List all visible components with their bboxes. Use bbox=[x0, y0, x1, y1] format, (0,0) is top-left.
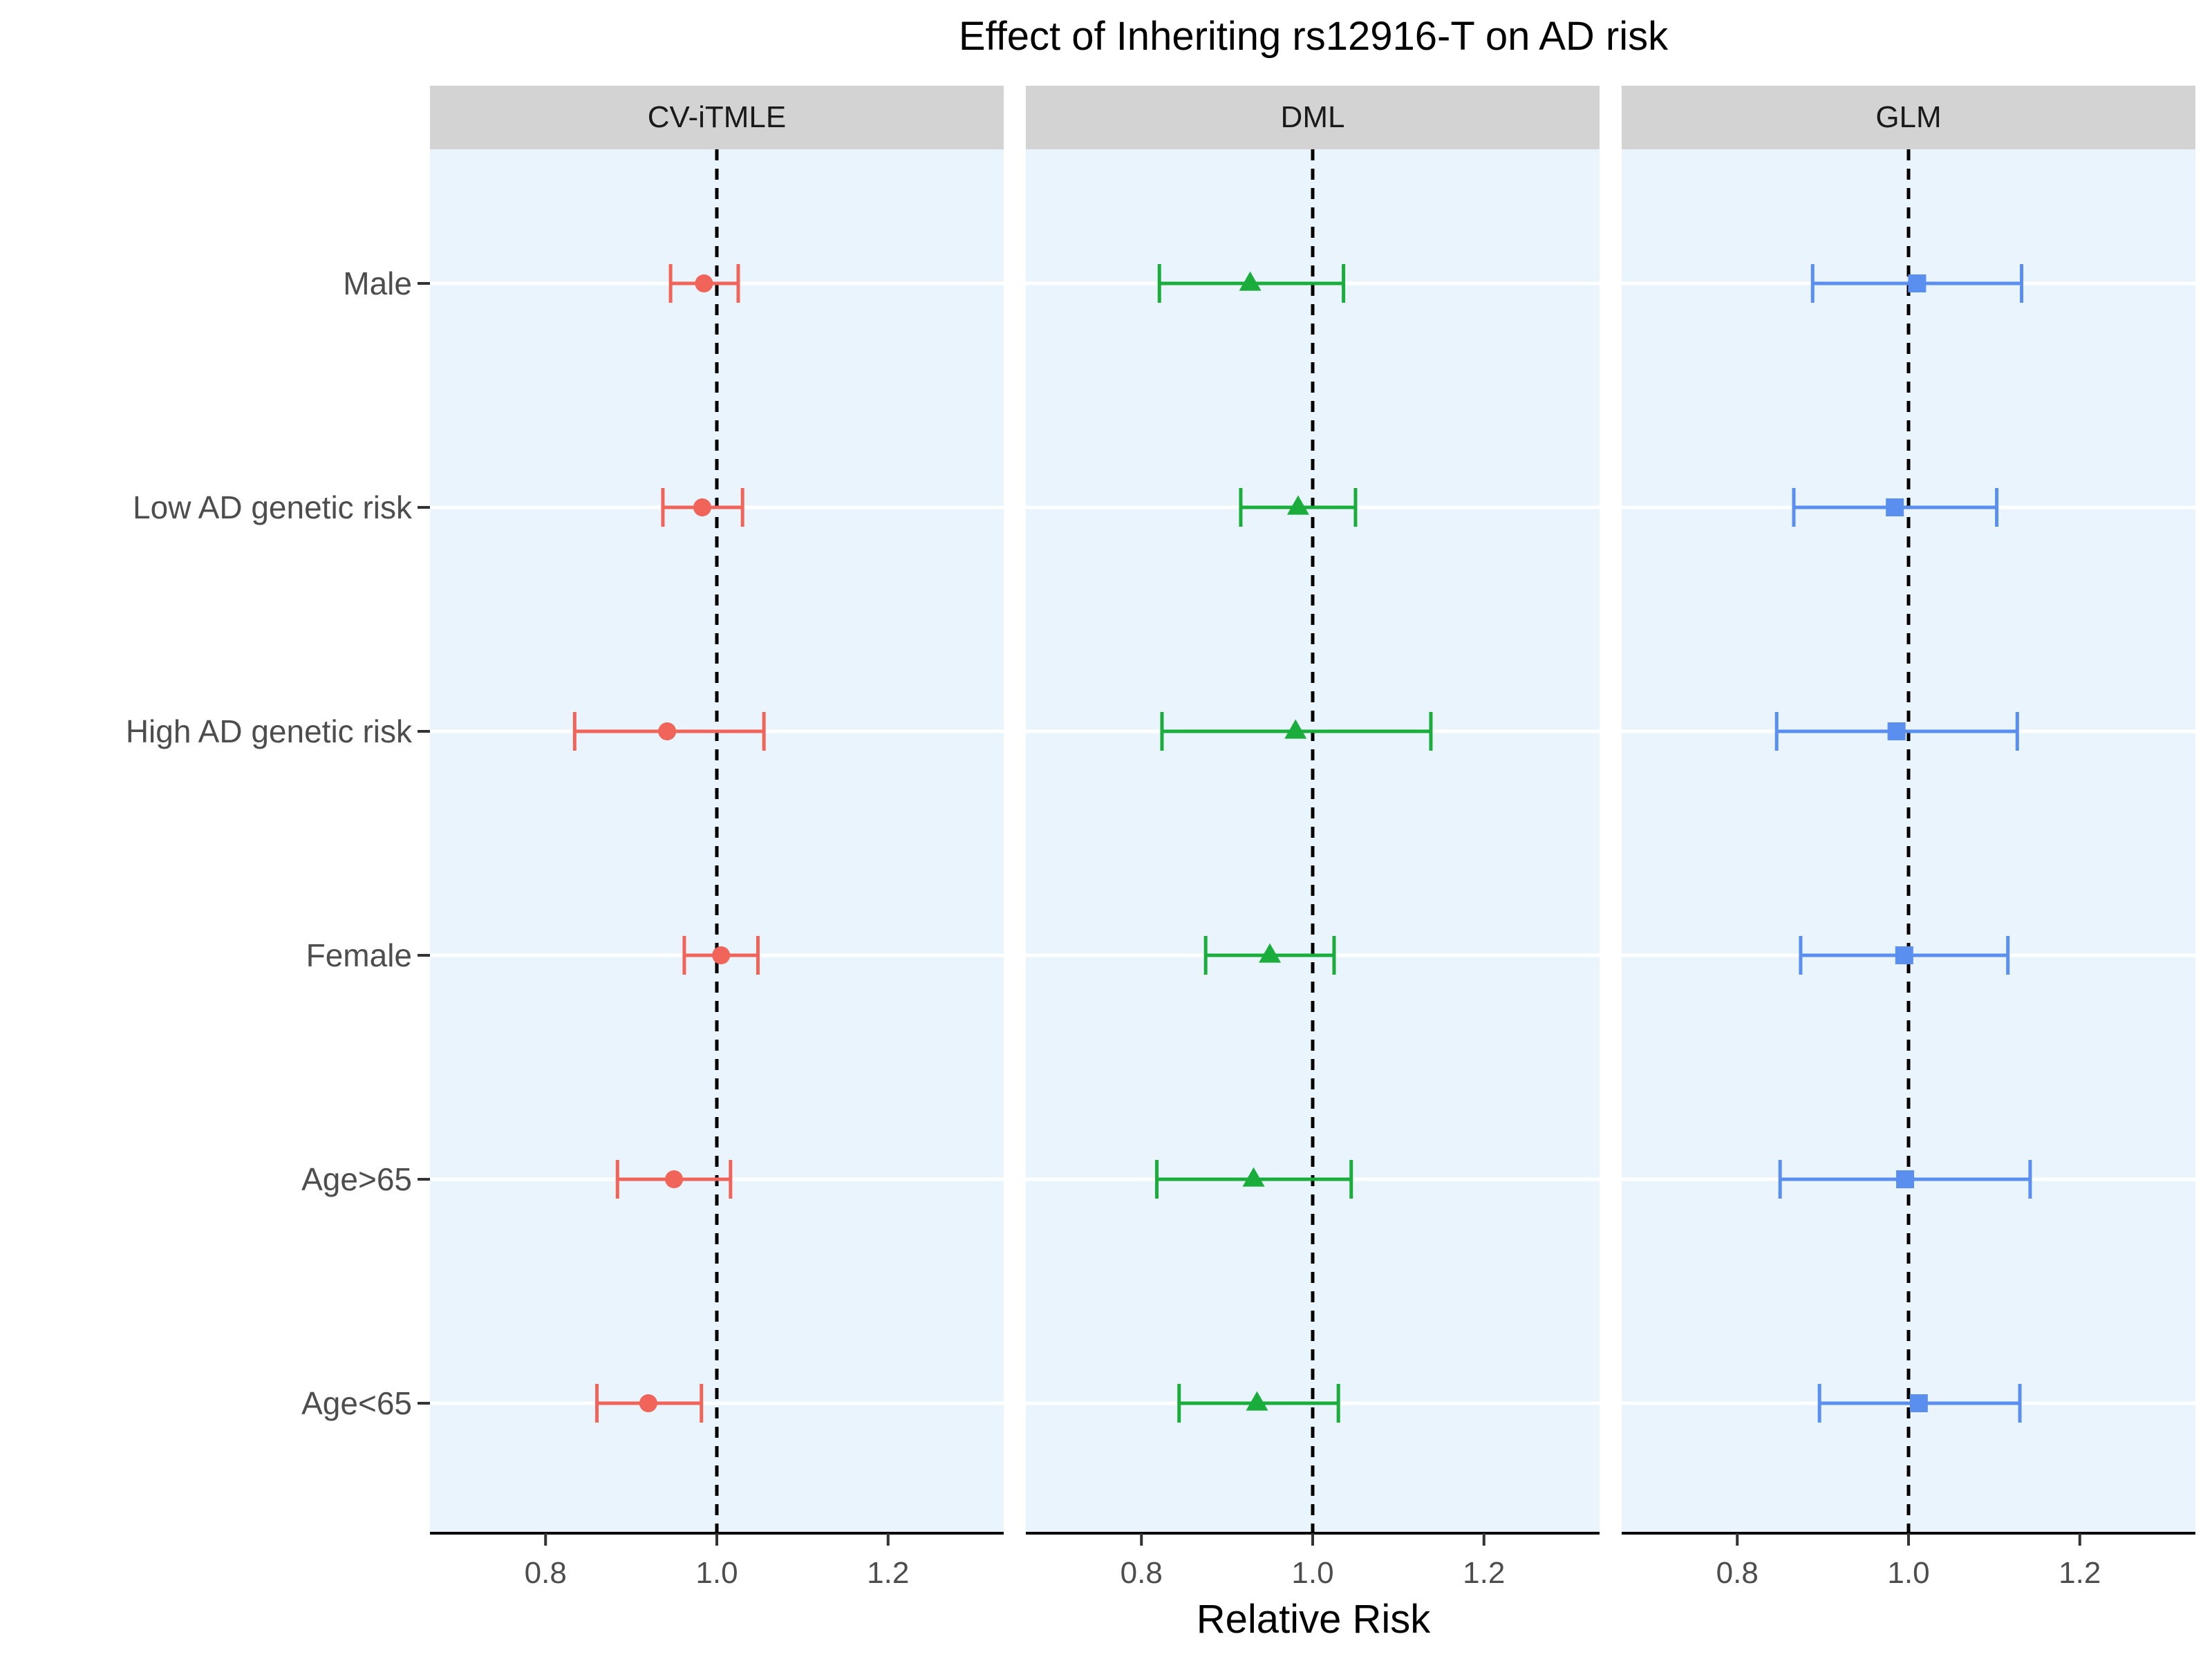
errorbar-cv-itmle-female bbox=[682, 936, 760, 975]
facet-panels: CV-iTMLE 0.8 1.0 1.2 DML 0.8 1.0 1.2 GLM 0.8 1.0 1.… bbox=[430, 86, 2195, 1590]
errorbar-dml-female bbox=[1203, 936, 1336, 975]
panel-dml: DML 0.8 1.0 1.2 bbox=[1026, 86, 1600, 1590]
point-estimate-marker bbox=[1909, 1394, 1928, 1412]
point-estimate-marker bbox=[1286, 495, 1309, 515]
errorbar-cv-itmle-high-ad-genetic-risk bbox=[572, 712, 766, 751]
panel-cv-itmle: CV-iTMLE 0.8 1.0 1.2 bbox=[430, 86, 1004, 1590]
errorbar-cv-itmle-male bbox=[668, 264, 740, 303]
point-estimate-marker bbox=[665, 1170, 684, 1188]
point-estimate-marker bbox=[693, 498, 711, 516]
point-estimate-marker bbox=[639, 1394, 657, 1412]
x-tick-label: 1.0 bbox=[695, 1556, 738, 1590]
x-axis-title: Relative Risk bbox=[1197, 1597, 1431, 1642]
strip-background bbox=[430, 86, 1004, 149]
panel-background bbox=[1026, 149, 1600, 1532]
x-tick-label: 0.8 bbox=[1121, 1556, 1163, 1590]
strip-label-glm: GLM bbox=[1875, 100, 1941, 134]
y-axis: Male Low AD genetic risk High AD genetic r… bbox=[126, 265, 430, 1421]
point-estimate-marker bbox=[1886, 498, 1904, 516]
x-tick-label: 1.0 bbox=[1291, 1556, 1333, 1590]
point-estimate-marker bbox=[695, 274, 713, 292]
chart-title: Effect of Inheriting rs12916-T on AD ris… bbox=[959, 14, 1669, 59]
errorbar-cv-itmle-low-ad-genetic-risk bbox=[661, 488, 744, 527]
errorbar-glm-high-ad-genetic-risk bbox=[1774, 712, 2019, 751]
x-tick-label: 0.8 bbox=[525, 1556, 567, 1590]
errorbar-dml-low-ad-genetic-risk bbox=[1239, 488, 1358, 527]
strip-background bbox=[1026, 86, 1600, 149]
x-tick-label: 1.2 bbox=[1463, 1556, 1505, 1590]
point-estimate-marker bbox=[1896, 1170, 1915, 1188]
panel-background bbox=[1622, 149, 2195, 1532]
strip-label-dml: DML bbox=[1281, 100, 1345, 134]
point-estimate-marker bbox=[1895, 946, 1913, 964]
errorbar-glm-male bbox=[1810, 264, 2024, 303]
errorbar-dml-age-lt-65 bbox=[1177, 1384, 1340, 1423]
strip-background bbox=[1622, 86, 2195, 149]
y-tick-label-age-lt-65: Age<65 bbox=[301, 1385, 412, 1421]
point-estimate-marker bbox=[1242, 1167, 1265, 1187]
y-tick-label-high-ad-genetic-risk: High AD genetic risk bbox=[126, 713, 413, 749]
errorbar-glm-age-lt-65 bbox=[1817, 1384, 2022, 1423]
y-tick-label-age-gt-65: Age>65 bbox=[301, 1161, 412, 1197]
x-tick-label: 1.0 bbox=[1887, 1556, 1929, 1590]
point-estimate-marker bbox=[658, 722, 677, 740]
point-estimate-marker bbox=[1239, 271, 1262, 291]
x-tick-label: 0.8 bbox=[1716, 1556, 1759, 1590]
panel-background bbox=[430, 149, 1004, 1532]
y-tick-label-low-ad-genetic-risk: Low AD genetic risk bbox=[133, 489, 413, 525]
point-estimate-marker bbox=[1284, 719, 1307, 739]
errorbar-dml-high-ad-genetic-risk bbox=[1160, 712, 1433, 751]
y-tick-label-female: Female bbox=[306, 937, 412, 973]
panel-glm: GLM 0.8 1.0 1.2 bbox=[1622, 86, 2195, 1590]
point-estimate-marker bbox=[1259, 943, 1282, 963]
point-estimate-marker bbox=[1887, 722, 1906, 740]
point-estimate-marker bbox=[712, 946, 731, 964]
x-tick-label: 1.2 bbox=[2059, 1556, 2101, 1590]
errorbar-dml-age-gt-65 bbox=[1155, 1160, 1353, 1199]
strip-label-cv-itmle: CV-iTMLE bbox=[648, 100, 786, 134]
errorbar-glm-female bbox=[1799, 936, 2010, 975]
point-estimate-marker bbox=[1908, 274, 1927, 292]
point-estimate-marker bbox=[1246, 1391, 1268, 1411]
errorbar-glm-age-gt-65 bbox=[1778, 1160, 2032, 1199]
errorbar-cv-itmle-age-gt-65 bbox=[615, 1160, 733, 1199]
errorbar-dml-male bbox=[1157, 264, 1346, 303]
errorbar-glm-low-ad-genetic-risk bbox=[1792, 488, 1999, 527]
x-tick-label: 1.2 bbox=[867, 1556, 909, 1590]
errorbar-cv-itmle-age-lt-65 bbox=[595, 1384, 704, 1423]
y-tick-label-male: Male bbox=[343, 265, 412, 301]
